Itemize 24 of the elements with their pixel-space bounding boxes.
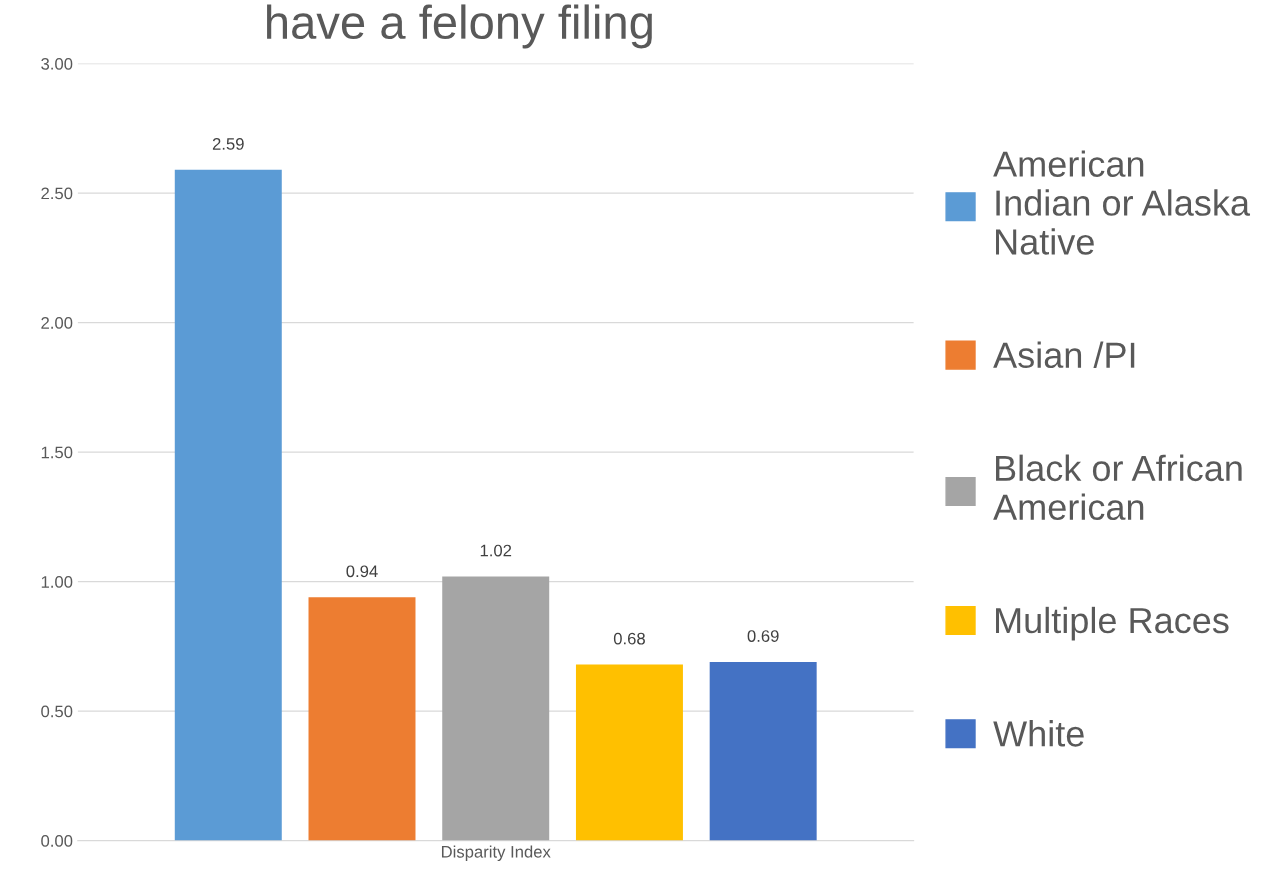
bar xyxy=(174,169,282,841)
data-label: 1.02 xyxy=(480,544,512,557)
legend-label: American Indian or Alaska Native xyxy=(993,150,1251,255)
data-label: 0.69 xyxy=(747,630,779,642)
x-tick-label: Disparity Index xyxy=(441,845,551,862)
y-tick-label: 2.50 xyxy=(41,187,73,200)
legend-label: Asian /PI xyxy=(993,341,1135,369)
y-tick-label: 1.50 xyxy=(41,446,73,459)
y-tick-label: 3.00 xyxy=(41,57,73,70)
y-tick-label: 0.00 xyxy=(41,835,73,847)
data-label: 2.59 xyxy=(212,138,244,150)
bar xyxy=(575,664,683,841)
y-tick-label: 1.00 xyxy=(41,576,73,588)
bar xyxy=(709,661,817,841)
legend-label: Multiple Races xyxy=(996,606,1229,641)
y-tick-label: 0.50 xyxy=(41,705,73,718)
y-tick-label: 2.00 xyxy=(41,316,73,329)
bar xyxy=(308,597,416,841)
bar xyxy=(442,576,550,841)
chart-title: have a felony filing xyxy=(267,4,652,49)
legend-label: White xyxy=(993,720,1084,747)
data-label: 0.68 xyxy=(613,632,645,645)
legend-label: Black or African American xyxy=(993,454,1242,521)
data-label: 0.94 xyxy=(346,565,378,578)
